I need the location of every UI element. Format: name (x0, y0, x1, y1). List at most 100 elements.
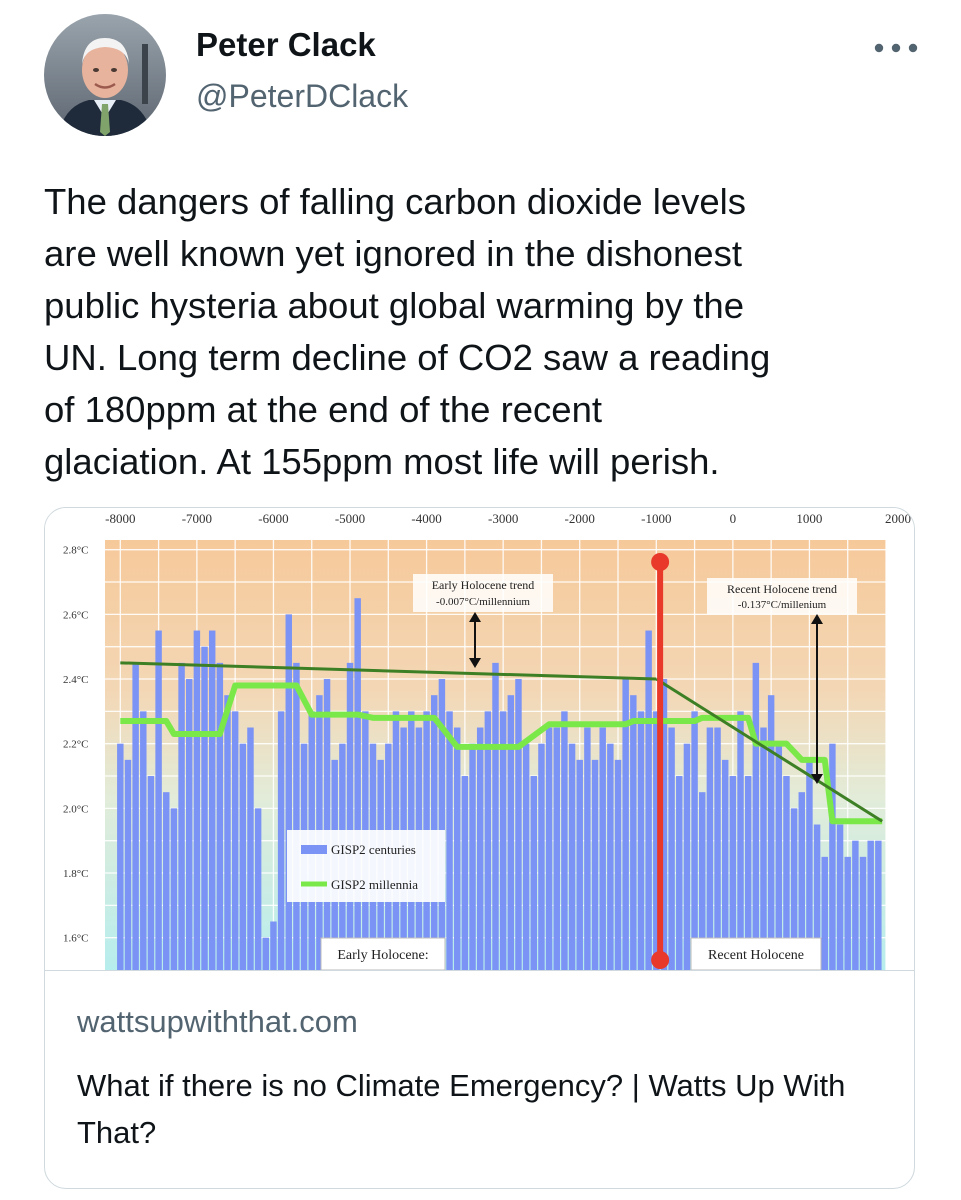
bar-centuries (859, 856, 867, 970)
bar-centuries (790, 808, 798, 970)
bar-centuries (783, 776, 790, 970)
more-horizontal-icon (874, 43, 918, 53)
bar-centuries (806, 759, 813, 970)
bar-centuries (553, 727, 560, 970)
bar-centuries (476, 727, 484, 970)
recent-trend-arrowhead-down (811, 774, 823, 784)
x-tick-label: 0 (730, 511, 737, 526)
bar-centuries (744, 776, 752, 970)
more-button[interactable] (868, 30, 924, 66)
recent-trend-arrowhead-up (811, 614, 823, 624)
bar-centuries (798, 792, 806, 970)
bar-centuries (270, 921, 277, 970)
bar-centuries (132, 662, 139, 970)
y-tick-label: 1.6°C (63, 933, 89, 945)
bar-centuries (446, 711, 453, 970)
card-domain[interactable]: wattsupwiththat.com (77, 1004, 358, 1039)
bar-centuries (293, 662, 300, 970)
bar-centuries (530, 776, 538, 970)
bar-centuries (584, 727, 591, 970)
bar-centuries (484, 711, 492, 970)
legend-label-millennia: GISP2 millennia (331, 877, 418, 892)
bar-centuries (124, 759, 132, 970)
bar-centuries (545, 727, 553, 970)
avatar-photo (44, 14, 166, 136)
y-tick-label: 2.0°C (63, 803, 89, 815)
bar-centuries (185, 679, 193, 970)
divider-bottom-dot (651, 951, 670, 969)
bar-centuries (829, 743, 836, 970)
bar-centuries (522, 743, 530, 970)
bar-centuries (461, 776, 469, 970)
bar-centuries (469, 743, 476, 970)
card-title[interactable]: What if there is no Climate Emergency? |… (77, 1068, 846, 1150)
bar-centuries (614, 759, 622, 970)
early-trend-label: Early Holocene trend (432, 578, 535, 592)
bar-centuries (867, 840, 874, 970)
bar-centuries (178, 662, 185, 970)
y-tick-label: 1.8°C (63, 868, 89, 880)
early-trend-rate: -0.007°C/millennium (436, 596, 530, 608)
bar-centuries (239, 743, 247, 970)
early-holocene-label: Early Holocene: (337, 948, 428, 963)
bar-centuries (224, 695, 231, 970)
recent-trend-label: Recent Holocene trend (727, 582, 837, 596)
bar-centuries (821, 856, 828, 970)
author-name[interactable]: Peter Clack (196, 26, 376, 63)
bar-centuries (438, 679, 446, 970)
bar-centuries (346, 662, 354, 970)
bar-centuries (721, 759, 729, 970)
x-tick-label: -7000 (182, 511, 212, 526)
bar-centuries (607, 743, 614, 970)
author-handle[interactable]: @PeterDClack (196, 78, 409, 114)
early-trend-line (120, 661, 657, 681)
x-tick-label: -2000 (565, 511, 595, 526)
bar-centuries (729, 776, 737, 970)
bar-centuries (660, 679, 668, 970)
avatar[interactable] (44, 14, 166, 136)
bar-centuries (653, 711, 660, 970)
legend-label-centuries: GISP2 centuries (331, 842, 416, 857)
bar-centuries (193, 630, 201, 970)
bar-centuries (499, 711, 507, 970)
early-holocene-box (320, 937, 446, 970)
x-tick-label: -1000 (641, 511, 671, 526)
bar-centuries (492, 662, 499, 970)
bar-centuries (277, 711, 285, 970)
bar-centuries (752, 662, 760, 970)
bar-centuries (117, 743, 124, 970)
bar-centuries (147, 776, 155, 970)
recent-trend-line (655, 677, 883, 823)
bar-centuries (645, 630, 652, 970)
bar-centuries (201, 646, 208, 970)
bar-centuries (453, 727, 461, 970)
bar-centuries (622, 679, 629, 970)
early-trend-arrowhead-down (469, 658, 481, 668)
bar-centuries (285, 614, 292, 970)
link-card[interactable]: -8000 -7000 -6000 -5000 -4000 -3000 -2000 -1000… (44, 507, 915, 1189)
x-tick-label: -5000 (335, 511, 365, 526)
bar-centuries (668, 727, 675, 970)
bar-centuries (599, 727, 606, 970)
tweet-text: The dangers of falling carbon dioxide le… (44, 181, 771, 482)
legend-swatch-centuries (301, 845, 327, 854)
bar-centuries (354, 598, 361, 970)
y-tick-label: 2.2°C (63, 739, 89, 751)
legend-box (287, 830, 445, 902)
bar-centuries (538, 743, 545, 970)
millennia-line (120, 682, 883, 825)
bar-centuries (254, 808, 262, 970)
bar-centuries (208, 630, 216, 970)
bar-centuries (231, 711, 239, 970)
bar-centuries (760, 727, 767, 970)
bar-centuries (170, 808, 178, 970)
bar-centuries (323, 679, 331, 970)
x-tick-label: -3000 (488, 511, 518, 526)
bar-centuries (699, 792, 706, 970)
recent-trend-box (707, 578, 857, 614)
bar-centuries (216, 662, 224, 970)
bar-centuries (676, 776, 683, 970)
bar-centuries (163, 792, 170, 970)
bar-centuries (836, 824, 844, 970)
x-tick-label: -8000 (105, 511, 135, 526)
